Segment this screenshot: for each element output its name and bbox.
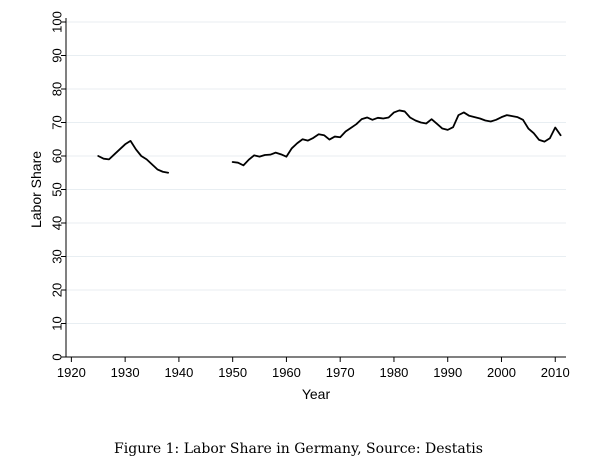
x-axis-ticks: 1920 1930 1940 1950 1960 1970 1980 1990 2000 2010 (57, 357, 570, 380)
figure-caption: Figure 1: Labor Share in Germany, Source… (114, 441, 483, 457)
y-axis-title: Labor Share (28, 151, 44, 228)
x-tick-label: 1950 (218, 365, 247, 380)
axes (65, 18, 566, 358)
x-tick-label: 2000 (487, 365, 516, 380)
y-tick-label: 80 (50, 82, 65, 96)
x-tick-label: 1920 (57, 365, 86, 380)
y-tick-label: 30 (50, 249, 65, 263)
y-tick-label: 60 (50, 149, 65, 163)
y-tick-label: 20 (50, 283, 65, 297)
y-tick-label: 90 (50, 48, 65, 62)
x-tick-label: 1930 (111, 365, 140, 380)
series-line-segment (97, 140, 170, 174)
x-tick-label: 1980 (379, 365, 408, 380)
y-tick-label: 100 (50, 11, 65, 33)
grid-lines (66, 21, 566, 324)
x-tick-label: 1960 (272, 365, 301, 380)
y-tick-label: 50 (50, 182, 65, 196)
series-line-segment (231, 109, 562, 167)
y-tick-label: 70 (50, 115, 65, 129)
y-tick-label: 0 (50, 353, 65, 360)
labor-share-series (97, 109, 562, 174)
y-axis-ticks: 0 10 20 30 40 50 60 70 80 90 100 (50, 11, 66, 361)
x-axis-title: Year (302, 386, 331, 402)
y-tick-label: 10 (50, 316, 65, 330)
x-tick-label: 1990 (433, 365, 462, 380)
x-tick-label: 2010 (541, 365, 570, 380)
x-tick-label: 1970 (326, 365, 355, 380)
x-tick-label: 1940 (164, 365, 193, 380)
y-tick-label: 40 (50, 216, 65, 230)
